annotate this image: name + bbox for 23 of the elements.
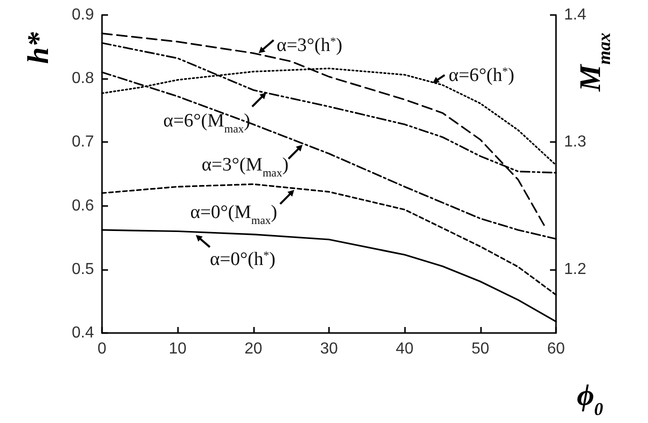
x-tick-label: 10 [168, 340, 187, 358]
x-tick-label: 50 [471, 340, 490, 358]
y-axis-title: h* [22, 31, 55, 64]
y-tick-label: 0.9 [72, 6, 94, 24]
x-axis-title: ϕ$_{0}$ [576, 379, 604, 419]
y2-tick-label: 1.3 [564, 134, 586, 151]
y-tick-label: 0.5 [72, 260, 94, 278]
y2-tick-label: 1.2 [564, 260, 586, 278]
x-tick-label: 20 [244, 340, 262, 358]
y-tick-label: 0.7 [72, 134, 94, 151]
y-tick-label: 0.4 [72, 324, 94, 342]
y-tick-label: 0.6 [72, 197, 94, 214]
annotation: α=0°(h$^{*}$) [210, 249, 276, 270]
annotation: α=3°(M$_{max}$) [202, 154, 289, 180]
annotation: α=6°(h$^{*}$) [448, 65, 514, 86]
y2-tick-label: 1.4 [564, 6, 586, 24]
x-tick-label: 60 [547, 340, 565, 358]
y-tick-label: 0.8 [72, 70, 94, 88]
x-tick-label: 0 [98, 340, 107, 358]
annotation: α=0°(M$_{max}$) [190, 202, 278, 227]
x-tick-label: 30 [320, 340, 338, 358]
x-tick-label: 40 [396, 340, 414, 358]
annotation: α=3°(h$^{*}$) [276, 35, 342, 56]
